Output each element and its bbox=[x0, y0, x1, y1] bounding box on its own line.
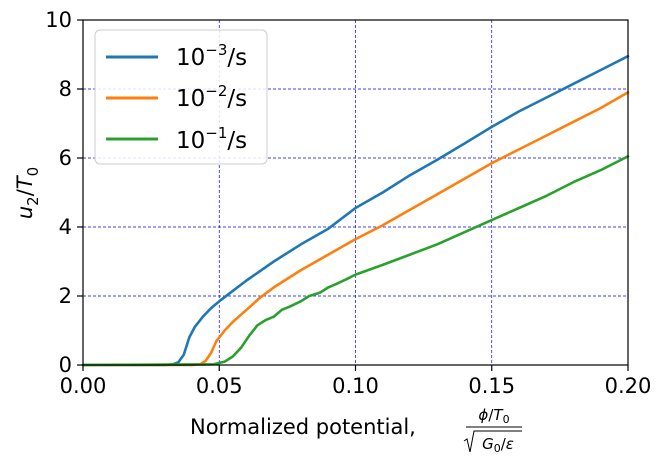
series-line-1 bbox=[81, 54, 630, 367]
x-label-sqrt-sign bbox=[463, 430, 522, 453]
x-tick-label: 0.00 bbox=[60, 374, 107, 398]
series-lines bbox=[81, 54, 630, 367]
x-tick-label: 0.05 bbox=[196, 374, 243, 398]
y-tick-label: 10 bbox=[45, 8, 72, 32]
y-axis-label: u2/T0 bbox=[13, 167, 42, 219]
legend-label-series-1: 10−3/s bbox=[176, 41, 247, 71]
x-axis-label: Normalized potential, bbox=[190, 415, 416, 439]
y-tick-label: 6 bbox=[59, 146, 72, 170]
y-tick-label: 4 bbox=[59, 215, 72, 239]
axis-ticks: 0.00 0.05 0.10 0.15 0.20 0 2 4 6 8 10 bbox=[45, 8, 651, 398]
legend-box bbox=[94, 29, 268, 165]
x-tick-label: 0.10 bbox=[332, 374, 379, 398]
x-tick-label: 0.15 bbox=[468, 374, 515, 398]
y-tick-label: 8 bbox=[59, 77, 72, 101]
y-tick-label: 0 bbox=[59, 353, 72, 377]
legend: 10−3/s 10−2/s 10−1/s bbox=[94, 29, 268, 165]
x-axis-label-fraction: ϕ/T0 G0/ε bbox=[463, 406, 522, 455]
x-label-numerator: ϕ/T0 bbox=[478, 406, 509, 426]
legend-label-series-3: 10−1/s bbox=[176, 124, 247, 154]
y-tick-label: 2 bbox=[59, 284, 72, 308]
legend-label-series-2: 10−2/s bbox=[176, 82, 247, 112]
x-tick-label: 0.20 bbox=[605, 374, 652, 398]
series-line-2 bbox=[81, 91, 630, 367]
x-label-denominator: G0/ε bbox=[482, 435, 514, 455]
series-line-3 bbox=[81, 155, 630, 367]
